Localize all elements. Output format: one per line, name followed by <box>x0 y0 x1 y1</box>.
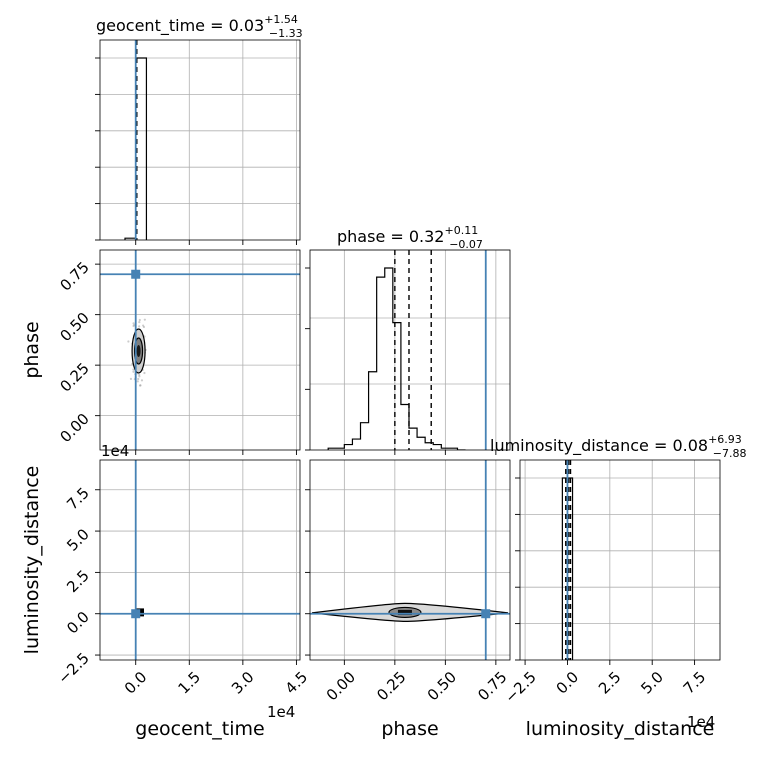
y-tick-label-phase: 0.25 <box>56 359 92 395</box>
title-luminosity-distance: luminosity_distance = 0.08+6.93 −7.88 <box>490 433 747 460</box>
scatter-point <box>140 379 144 382</box>
offset-label-luminosity-distance-y: 1e4 <box>101 442 129 460</box>
injection-marker <box>131 609 141 619</box>
y-tick-label-phase: 0.75 <box>56 258 92 294</box>
scatter-point <box>132 370 135 373</box>
panel-border-b2 <box>309 249 511 451</box>
y-tick-label-luminosity-distance: −2.5 <box>54 649 92 687</box>
x-tick-label-geocent-time: 0.0 <box>121 668 151 698</box>
scatter-point <box>137 377 140 381</box>
panel-border-c2 <box>309 459 511 661</box>
panel-border-c3 <box>519 459 721 661</box>
xlabel-geocent-time: geocent_time <box>135 718 264 740</box>
scatter-point <box>136 380 139 383</box>
panel-border-b1 <box>99 249 301 451</box>
ylabel-phase: phase <box>21 321 43 378</box>
panel-border-c1 <box>99 459 301 661</box>
y-tick-label-phase: 0.50 <box>56 309 92 345</box>
y-tick-label-luminosity-distance: 5.0 <box>63 525 93 555</box>
density-core <box>397 609 412 615</box>
panel-background-a1 <box>100 40 300 240</box>
histogram-phase <box>327 267 466 450</box>
density-core <box>136 345 141 358</box>
scatter-point <box>132 368 135 371</box>
scatter-point <box>142 324 145 327</box>
offset-label-luminosity-distance-x: 1e4 <box>687 713 715 731</box>
panel-borders <box>99 39 721 661</box>
x-tick-label-geocent-time: 4.5 <box>282 668 312 698</box>
panel-background-c1 <box>100 460 300 660</box>
x-tick-label-geocent-time: 3.0 <box>228 668 258 698</box>
title-phase: phase = 0.32+0.11 −0.07 <box>337 224 483 251</box>
scatter-point <box>138 321 141 324</box>
injection-marker <box>131 269 141 279</box>
offset-label-geocent-time: 1e4 <box>267 703 295 721</box>
panel-content <box>100 40 574 660</box>
scatter-points-c2 <box>311 602 509 622</box>
panel-background-b2 <box>310 250 510 450</box>
scatter-point <box>138 325 141 328</box>
scatter-point <box>139 384 142 387</box>
injection-marker <box>481 609 491 619</box>
y-tick-label-luminosity-distance: 0.0 <box>63 608 93 638</box>
title-geocent-time: geocent_time = 0.03+1.54 −1.33 <box>96 13 303 40</box>
y-tick-label-phase: 0.00 <box>56 410 92 446</box>
scatter-point <box>143 318 146 321</box>
scatter-point <box>143 371 146 375</box>
xlabel-phase: phase <box>381 718 438 740</box>
panel-background-b1 <box>100 250 300 450</box>
x-tick-label-luminosity-distance: 2.5 <box>595 668 625 698</box>
xlabel-luminosity-distance: luminosity_distance <box>526 718 715 740</box>
scatter-point <box>138 375 141 378</box>
scatter-point <box>129 377 133 380</box>
y-tick-label-luminosity-distance: 7.5 <box>63 484 93 514</box>
x-tick-label-geocent-time: 1.5 <box>174 668 204 698</box>
ylabel-luminosity-distance: luminosity_distance <box>21 466 43 655</box>
y-tick-label-luminosity-distance: 2.5 <box>63 566 93 596</box>
scatter-point <box>138 318 141 322</box>
panel-background-c2 <box>310 460 510 660</box>
x-tick-label-luminosity-distance: 7.5 <box>680 668 710 698</box>
x-tick-label-luminosity-distance: 5.0 <box>637 668 667 698</box>
panel-background-c3 <box>520 460 720 660</box>
x-tick-label-phase: 0.25 <box>373 668 409 704</box>
panel-frames <box>100 40 720 660</box>
x-tick-label-phase: 0.00 <box>323 668 359 704</box>
x-tick-label-luminosity-distance: 0.0 <box>553 668 583 698</box>
scatter-point <box>127 340 130 343</box>
scatter-point <box>132 324 135 328</box>
x-tick-label-luminosity-distance: −2.5 <box>501 668 539 706</box>
x-tick-label-phase: 0.50 <box>424 668 460 704</box>
panel-border-a1 <box>99 39 301 241</box>
